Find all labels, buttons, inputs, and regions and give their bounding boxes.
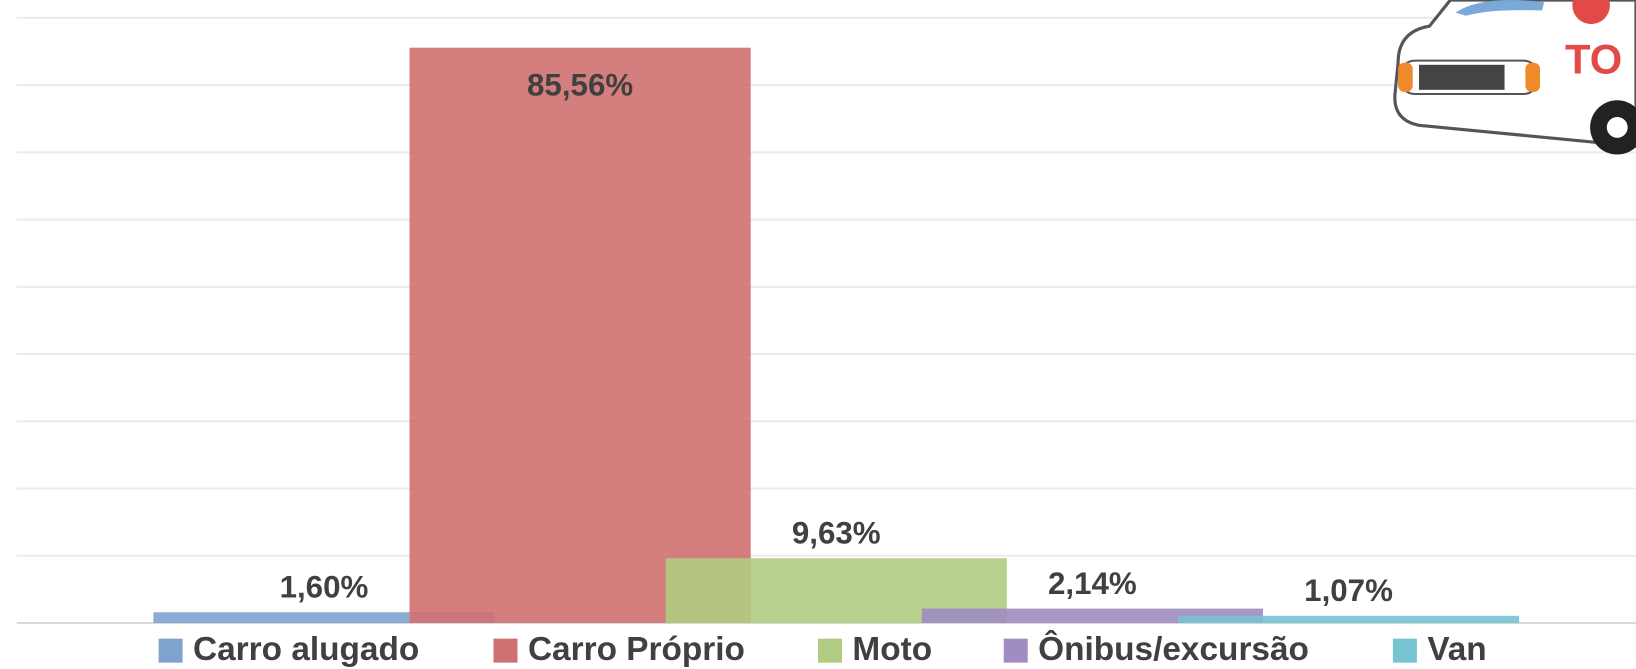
legend-label: Carro alugado — [193, 631, 419, 668]
legend-swatch — [818, 639, 842, 663]
svg-text:TO: TO — [1565, 36, 1622, 83]
legend-label: Ônibus/excursão — [1038, 629, 1309, 668]
data-label: 85,56% — [527, 68, 633, 103]
data-label: 1,07% — [1304, 573, 1393, 608]
data-label: 1,60% — [280, 570, 369, 605]
legend-label: Carro Próprio — [528, 631, 745, 668]
legend-swatch — [1393, 639, 1417, 663]
legend-swatch — [159, 639, 183, 663]
data-label: 2,14% — [1048, 566, 1137, 601]
legend-swatch — [1004, 639, 1028, 663]
illustration: TO — [1395, 0, 1636, 155]
bar — [410, 48, 751, 623]
chart: TO 1,60% 85,56% 9,63% 2,14% 1,07% Carro aluga… — [0, 0, 1636, 669]
legend-label: Moto — [852, 631, 932, 668]
legend-label: Van — [1427, 631, 1486, 668]
page: TO 1,60% 85,56% 9,63% 2,14% 1,07% Carro aluga… — [0, 0, 1636, 669]
legend-swatch — [494, 639, 518, 663]
data-label: 9,63% — [792, 516, 881, 551]
bar — [1178, 616, 1519, 623]
